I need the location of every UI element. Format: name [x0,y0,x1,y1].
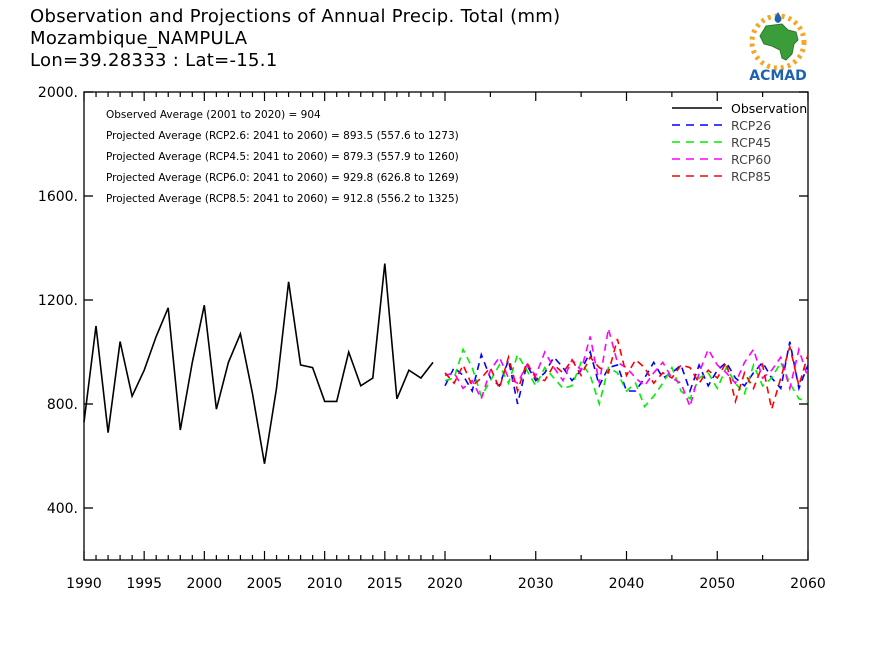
y-tick-label: 800. [47,397,78,413]
x-tick-label: 2005 [247,576,283,592]
annotation-text: Projected Average (RCP8.5: 2041 to 2060)… [106,193,459,205]
africa-map-icon [759,23,799,61]
legend-label-rcp45: RCP45 [731,135,771,150]
legend-label-rcp26: RCP26 [731,118,771,133]
x-tick-label: 2030 [518,576,554,592]
x-tick-label: 1995 [126,576,162,592]
series-rcp45-line [444,347,809,409]
annotation-layer: Observed Average (2001 to 2020) = 904 Pro… [106,109,459,205]
water-drop-icon [774,12,782,23]
x-tick-label: 2050 [699,576,735,592]
x-tick-label: 2060 [790,576,826,592]
plot-frame [83,91,809,561]
x-tick-label: 2040 [609,576,645,592]
legend: Observation RCP26 RCP45 RCP60 RCP85 [672,101,807,184]
legend-label-rcp85: RCP85 [731,169,771,184]
x-tick-label: 2010 [307,576,343,592]
logo-text: ACMAD [749,68,807,84]
annotation-text: Projected Average (RCP2.6: 2041 to 2060)… [106,130,459,142]
y-tick-label: 2000. [38,85,78,101]
location-label: Lon=39.28333 : Lat=-15.1 [30,50,278,71]
x-tick-label: 2015 [367,576,403,592]
chart-axes: 400. 800. 1200. 1600. 2000. 1990 1995 2000 2005 2… [38,85,826,592]
series-layer [83,263,809,464]
annotation-text: Projected Average (RCP6.0: 2041 to 2060)… [106,172,459,184]
x-tick-label: 2020 [427,576,463,592]
y-tick-label: 1600. [38,189,78,205]
series-observation-line [83,263,434,464]
y-tick-label: 1200. [38,293,78,309]
y-tick-label: 400. [47,501,78,517]
x-tick-label: 2000 [187,576,223,592]
annotation-text: Observed Average (2001 to 2020) = 904 [106,109,321,121]
chart-subtitle: Mozambique_NAMPULA [30,28,248,49]
legend-label-observation: Observation [731,101,807,116]
series-rcp85-line [444,338,809,410]
chart-header: Observation and Projections of Annual Pr… [30,6,560,72]
acmad-logo: ACMAD [749,12,807,84]
series-rcp60-line [444,328,809,410]
legend-label-rcp60: RCP60 [731,152,771,167]
annotation-text: Projected Average (RCP4.5: 2041 to 2060)… [106,151,459,163]
chart-title: Observation and Projections of Annual Pr… [30,6,561,27]
x-tick-label: 1990 [66,576,102,592]
